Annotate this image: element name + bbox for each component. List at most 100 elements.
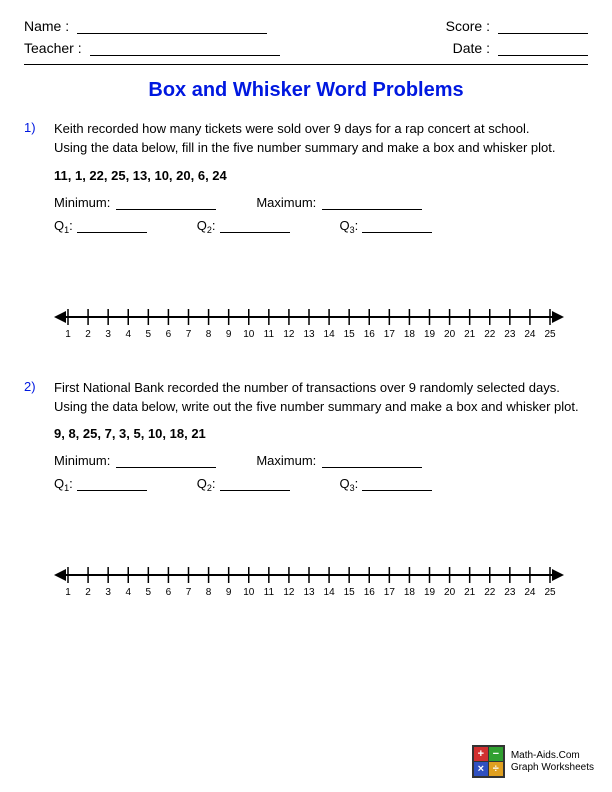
maximum-field: Maximum: bbox=[256, 453, 422, 468]
svg-text:11: 11 bbox=[264, 329, 275, 340]
maximum-field: Maximum: bbox=[256, 195, 422, 210]
problem-line1: Keith recorded how many tickets were sol… bbox=[54, 120, 555, 139]
svg-text:12: 12 bbox=[283, 329, 295, 340]
svg-text:22: 22 bbox=[484, 587, 496, 598]
svg-text:14: 14 bbox=[324, 587, 336, 598]
q2-blank[interactable] bbox=[220, 490, 290, 491]
maximum-blank[interactable] bbox=[322, 467, 422, 468]
svg-text:8: 8 bbox=[206, 329, 212, 340]
logo-cell: + bbox=[474, 747, 488, 761]
footer: +−×÷ Math-Aids.Com Graph Worksheets bbox=[472, 745, 594, 778]
q2-blank[interactable] bbox=[220, 232, 290, 233]
svg-text:17: 17 bbox=[384, 329, 396, 340]
svg-text:5: 5 bbox=[146, 587, 152, 598]
svg-text:25: 25 bbox=[544, 587, 556, 598]
q1-label: Q1: bbox=[54, 218, 73, 233]
maximum-blank[interactable] bbox=[322, 209, 422, 210]
svg-text:14: 14 bbox=[324, 329, 336, 340]
problem-text: First National Bank recorded the number … bbox=[54, 379, 579, 417]
date-field: Date : bbox=[453, 40, 588, 56]
svg-text:10: 10 bbox=[243, 587, 255, 598]
name-label: Name : bbox=[24, 18, 69, 34]
svg-text:4: 4 bbox=[125, 587, 131, 598]
score-label: Score : bbox=[446, 18, 490, 34]
q3-field: Q3: bbox=[340, 476, 433, 491]
problem-data: 11, 1, 22, 25, 13, 10, 20, 6, 24 bbox=[54, 168, 588, 183]
teacher-field: Teacher : bbox=[24, 40, 280, 56]
minimum-blank[interactable] bbox=[116, 209, 216, 210]
svg-text:2: 2 bbox=[85, 587, 91, 598]
minimum-label: Minimum: bbox=[54, 195, 110, 210]
svg-text:25: 25 bbox=[544, 329, 556, 340]
date-label: Date : bbox=[453, 40, 490, 56]
q3-blank[interactable] bbox=[362, 232, 432, 233]
svg-text:3: 3 bbox=[105, 329, 111, 340]
svg-text:24: 24 bbox=[524, 329, 536, 340]
svg-text:21: 21 bbox=[464, 587, 476, 598]
q3-blank[interactable] bbox=[362, 490, 432, 491]
q3-label: Q3: bbox=[340, 218, 359, 233]
q2-label: Q2: bbox=[197, 218, 216, 233]
svg-text:1: 1 bbox=[65, 329, 71, 340]
number-line: 1234567891011121314151617181920212223242… bbox=[54, 561, 564, 601]
problem-data: 9, 8, 25, 7, 3, 5, 10, 18, 21 bbox=[54, 426, 588, 441]
svg-text:6: 6 bbox=[166, 587, 172, 598]
svg-text:7: 7 bbox=[186, 329, 192, 340]
svg-text:15: 15 bbox=[344, 587, 356, 598]
minimum-blank[interactable] bbox=[116, 467, 216, 468]
header-row-2: Teacher : Date : bbox=[24, 40, 588, 56]
q3-label: Q3: bbox=[340, 476, 359, 491]
teacher-label: Teacher : bbox=[24, 40, 82, 56]
q2-field: Q2: bbox=[197, 476, 290, 491]
q1-field: Q1: bbox=[54, 218, 147, 233]
svg-text:19: 19 bbox=[424, 587, 436, 598]
problem-2: 2) First National Bank recorded the numb… bbox=[24, 379, 588, 602]
svg-text:9: 9 bbox=[226, 587, 232, 598]
svg-text:19: 19 bbox=[424, 329, 436, 340]
footer-logo: +−×÷ bbox=[472, 745, 505, 778]
footer-text: Math-Aids.Com Graph Worksheets bbox=[511, 750, 594, 774]
svg-text:13: 13 bbox=[303, 329, 315, 340]
svg-text:3: 3 bbox=[105, 587, 111, 598]
teacher-blank[interactable] bbox=[90, 55, 280, 56]
svg-text:22: 22 bbox=[484, 329, 496, 340]
number-line-container: 1234567891011121314151617181920212223242… bbox=[54, 303, 564, 343]
minimum-field: Minimum: bbox=[54, 195, 216, 210]
score-blank[interactable] bbox=[498, 33, 588, 34]
svg-text:13: 13 bbox=[303, 587, 315, 598]
problem-number: 1) bbox=[24, 120, 44, 158]
logo-cell: − bbox=[489, 747, 503, 761]
q1-blank[interactable] bbox=[77, 490, 147, 491]
score-field: Score : bbox=[446, 18, 588, 34]
svg-text:23: 23 bbox=[504, 329, 516, 340]
worksheet-title: Box and Whisker Word Problems bbox=[24, 79, 588, 102]
q1-blank[interactable] bbox=[77, 232, 147, 233]
svg-text:24: 24 bbox=[524, 587, 536, 598]
svg-text:17: 17 bbox=[384, 587, 396, 598]
svg-text:20: 20 bbox=[444, 329, 456, 340]
svg-text:18: 18 bbox=[404, 329, 416, 340]
problem-line1: First National Bank recorded the number … bbox=[54, 379, 579, 398]
q1-label: Q1: bbox=[54, 476, 73, 491]
svg-text:21: 21 bbox=[464, 329, 476, 340]
svg-text:16: 16 bbox=[364, 329, 376, 340]
svg-text:2: 2 bbox=[85, 329, 91, 340]
svg-text:1: 1 bbox=[65, 587, 71, 598]
svg-text:15: 15 bbox=[344, 329, 356, 340]
maximum-label: Maximum: bbox=[256, 195, 316, 210]
date-blank[interactable] bbox=[498, 55, 588, 56]
svg-text:9: 9 bbox=[226, 329, 232, 340]
footer-subtitle: Graph Worksheets bbox=[511, 762, 594, 774]
svg-text:8: 8 bbox=[206, 587, 212, 598]
minimum-field: Minimum: bbox=[54, 453, 216, 468]
name-blank[interactable] bbox=[77, 33, 267, 34]
q2-label: Q2: bbox=[197, 476, 216, 491]
problem-number: 2) bbox=[24, 379, 44, 417]
problem-text: Keith recorded how many tickets were sol… bbox=[54, 120, 555, 158]
q1-field: Q1: bbox=[54, 476, 147, 491]
svg-text:7: 7 bbox=[186, 587, 192, 598]
problem-1: 1) Keith recorded how many tickets were … bbox=[24, 120, 588, 343]
svg-text:11: 11 bbox=[264, 587, 275, 598]
q3-field: Q3: bbox=[340, 218, 433, 233]
problem-line2: Using the data below, write out the five… bbox=[54, 398, 579, 417]
